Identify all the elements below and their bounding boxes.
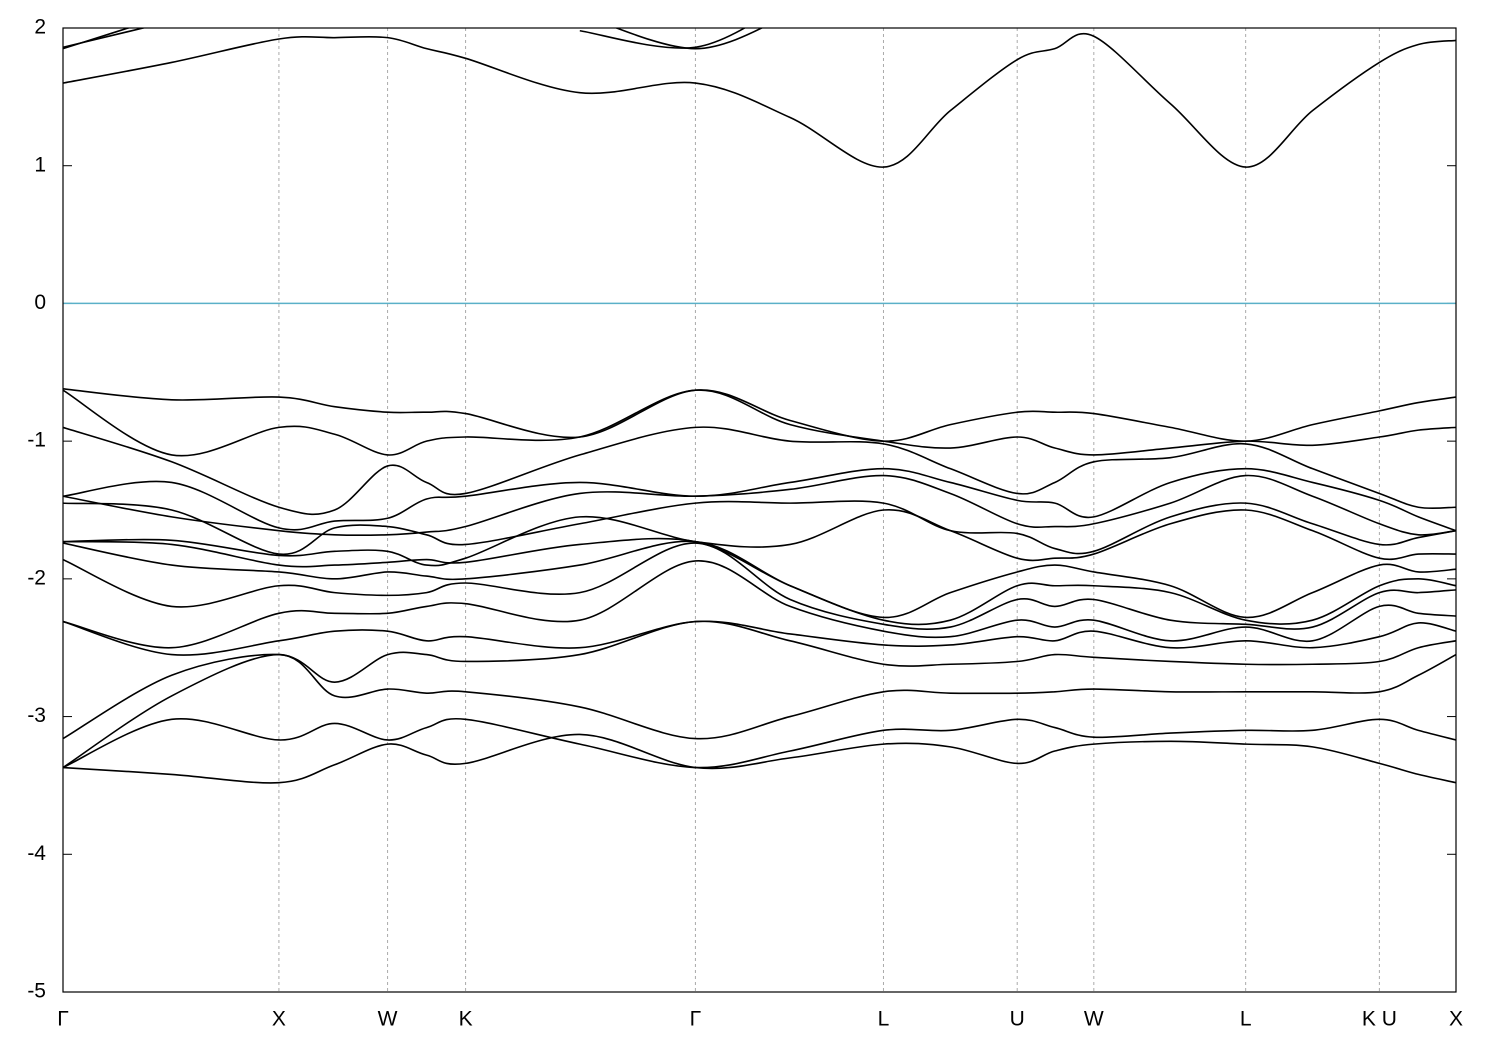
x-tick-label: U <box>1010 1008 1025 1031</box>
x-tick-label: L <box>878 1008 890 1031</box>
x-tick-label: Γ <box>57 1008 69 1031</box>
band-line <box>63 717 1456 769</box>
band-line <box>63 467 1456 532</box>
x-tick-label: Γ <box>690 1008 702 1031</box>
x-tick-label: K <box>459 1008 473 1031</box>
x-tick-label: L <box>1240 1008 1252 1031</box>
y-tick-label: -1 <box>27 429 46 452</box>
x-tick-label: W <box>1084 1008 1104 1031</box>
band-line <box>63 389 1456 457</box>
bands <box>63 28 1456 784</box>
band-line <box>63 540 1456 626</box>
band-line <box>63 560 1456 649</box>
y-tick-label: -5 <box>27 980 46 1003</box>
band-line <box>63 500 1456 555</box>
plot-frame <box>62 27 1457 993</box>
band-line <box>63 653 1456 769</box>
band-line <box>63 620 1456 740</box>
y-tick-label: -2 <box>27 566 46 589</box>
x-tick-label: X <box>272 1008 286 1031</box>
y-tick-label: -4 <box>27 842 46 865</box>
band-line <box>63 620 1456 656</box>
y-tick-label: -3 <box>27 704 46 727</box>
y-tick-label: 0 <box>34 291 46 314</box>
band-line <box>63 426 1456 516</box>
x-tick-label: X <box>1449 1008 1463 1031</box>
y-tick-label: 2 <box>34 16 46 39</box>
band-line <box>63 542 1456 630</box>
x-tick-label: K U <box>1362 1008 1397 1031</box>
band-line <box>63 32 1456 168</box>
band-line <box>63 474 1456 537</box>
band-line <box>63 28 747 49</box>
band-line <box>63 509 1456 567</box>
band-line <box>63 733 1456 784</box>
x-tick-label: W <box>378 1008 398 1031</box>
y-tick-label: 1 <box>34 153 46 176</box>
